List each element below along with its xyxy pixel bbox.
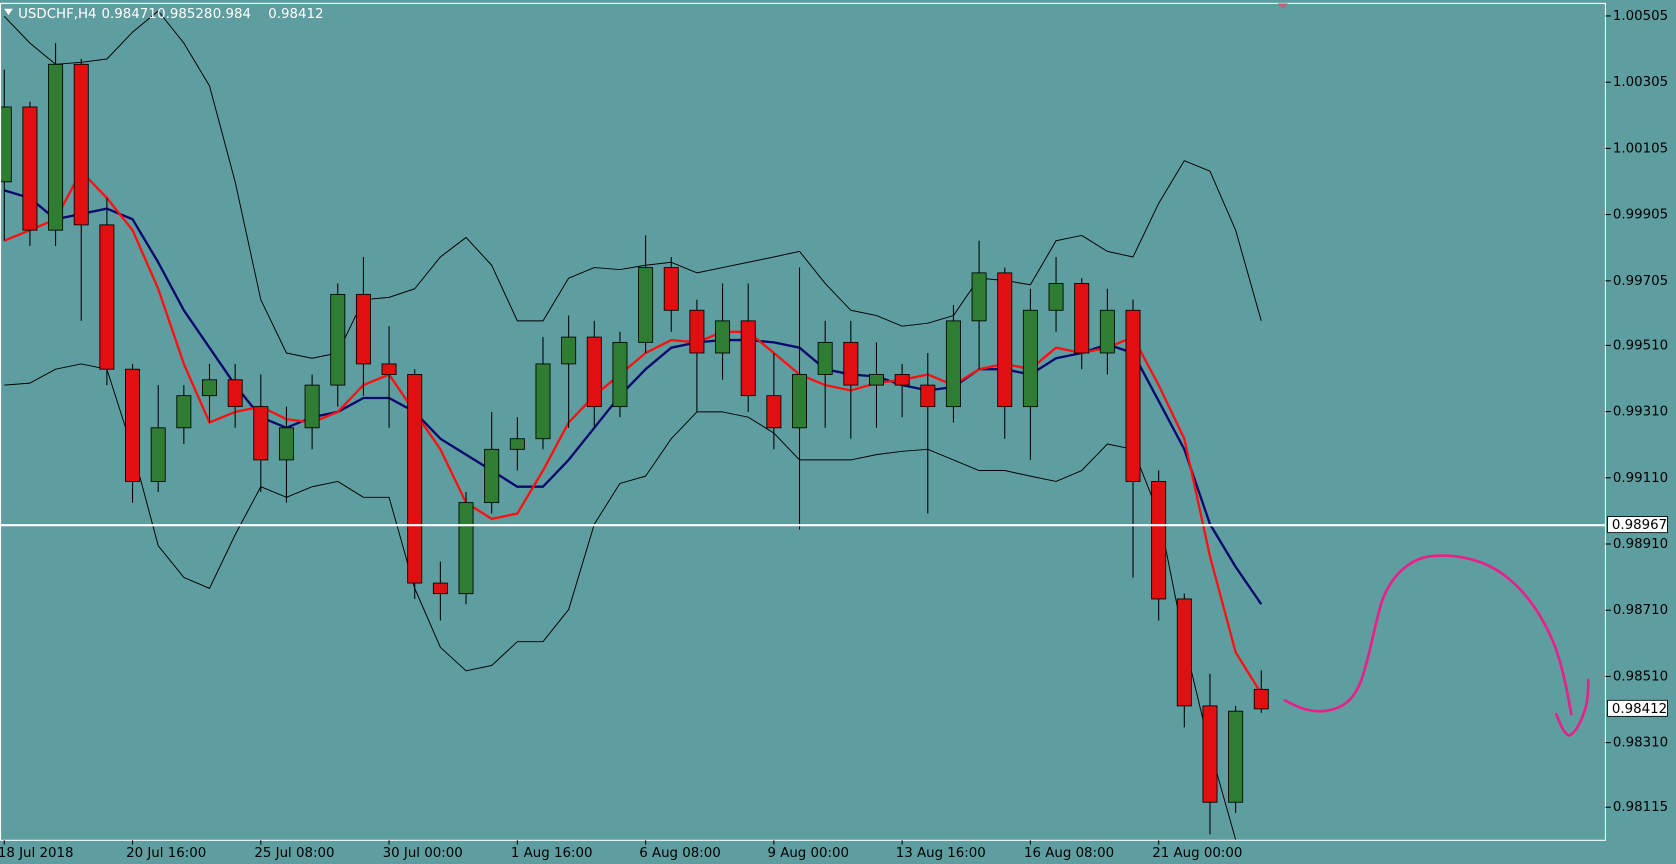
candle-body bbox=[99, 224, 115, 370]
y-tick-label: 1.00505 bbox=[1613, 9, 1668, 24]
candle-body bbox=[125, 368, 141, 482]
indicator-line bbox=[3, 170, 1263, 695]
x-tick-label: 25 Jul 08:00 bbox=[254, 846, 334, 861]
candle-body bbox=[561, 336, 577, 365]
candle-body bbox=[407, 374, 423, 584]
x-tick-label: 30 Jul 00:00 bbox=[383, 846, 463, 861]
plot-area bbox=[0, 10, 1269, 840]
current-price-label: 0.98412 bbox=[1612, 702, 1667, 717]
candle-body bbox=[176, 395, 192, 429]
y-tick-label: 0.98710 bbox=[1613, 603, 1668, 618]
indicator-line bbox=[4, 363, 1237, 840]
candle-body bbox=[484, 448, 500, 504]
candle-body bbox=[766, 395, 782, 429]
candle-body bbox=[715, 320, 731, 354]
menu-triangle[interactable] bbox=[4, 8, 13, 16]
y-tick-label: 0.98115 bbox=[1613, 800, 1668, 815]
freehand-drawing bbox=[1283, 554, 1590, 737]
current-price-box bbox=[1607, 699, 1668, 717]
x-tick-label: 9 Aug 00:00 bbox=[767, 846, 849, 861]
x-tick-label: 18 Jul 2018 bbox=[0, 846, 73, 861]
candle-body bbox=[894, 374, 910, 386]
x-tick-label: 1 Aug 16:00 bbox=[511, 846, 593, 861]
candle-body bbox=[971, 272, 987, 322]
y-tick-label: 0.98310 bbox=[1613, 736, 1668, 751]
candle-body bbox=[1022, 309, 1038, 408]
candle-body bbox=[253, 406, 269, 461]
candle-body bbox=[304, 384, 320, 429]
x-tick-label: 21 Aug 00:00 bbox=[1152, 846, 1242, 861]
y-tick-label: 0.99905 bbox=[1613, 208, 1668, 223]
candle-body bbox=[1253, 688, 1269, 710]
candle-body bbox=[1202, 705, 1218, 803]
candle-body bbox=[817, 341, 833, 375]
y-tick-label: 1.00305 bbox=[1613, 75, 1668, 90]
indicator-line bbox=[3, 10, 1262, 359]
candle-body bbox=[1176, 598, 1192, 707]
close-value: 0.98412 bbox=[268, 7, 323, 22]
candle-body bbox=[0, 106, 12, 183]
candle-body bbox=[1048, 283, 1064, 311]
candle-body bbox=[792, 374, 808, 429]
candle-body bbox=[381, 363, 397, 375]
price-label-box bbox=[1607, 516, 1668, 534]
candle-body bbox=[48, 63, 64, 231]
candle-body bbox=[1125, 309, 1141, 482]
candle-body bbox=[355, 293, 371, 365]
open-value: 0.98471 bbox=[102, 7, 157, 22]
y-tick-label: 0.99110 bbox=[1613, 471, 1668, 486]
candle-body bbox=[612, 341, 628, 408]
candle-body bbox=[509, 438, 525, 450]
low-value: 0.984 bbox=[213, 7, 251, 22]
candle-body bbox=[73, 63, 89, 226]
high-value: 0.98528 bbox=[157, 7, 212, 22]
marker bbox=[1277, 3, 1288, 9]
y-tick-label: 0.99310 bbox=[1613, 405, 1668, 420]
candle-body bbox=[1099, 309, 1115, 354]
candle-body bbox=[997, 272, 1013, 408]
symbol: USDCHF,H4 bbox=[18, 7, 96, 22]
candle-body bbox=[740, 320, 756, 397]
candle-body bbox=[868, 374, 884, 386]
candle-body bbox=[638, 267, 654, 343]
candle-body bbox=[432, 582, 448, 595]
y-tick-label: 1.00105 bbox=[1613, 141, 1668, 156]
candle-body bbox=[227, 379, 243, 408]
candle-body bbox=[535, 363, 551, 440]
candle-body bbox=[278, 427, 294, 461]
x-tick-label: 20 Jul 16:00 bbox=[126, 846, 206, 861]
x-tick-label: 6 Aug 08:00 bbox=[639, 846, 721, 861]
y-tick-label: 0.98510 bbox=[1613, 669, 1668, 684]
candle-body bbox=[920, 384, 936, 408]
candle-body bbox=[330, 293, 346, 386]
candle-body bbox=[202, 379, 217, 397]
y-tick-label: 0.99510 bbox=[1613, 338, 1668, 353]
price-label: 0.98967 bbox=[1612, 518, 1667, 533]
candle-body bbox=[458, 502, 474, 595]
candle-body bbox=[663, 267, 679, 311]
indicator-line bbox=[3, 189, 1263, 605]
candle-body bbox=[1228, 710, 1244, 803]
candle-body bbox=[843, 341, 859, 386]
candle-body bbox=[1151, 481, 1167, 600]
plot-border bbox=[0, 2, 1606, 841]
candle-body bbox=[1074, 283, 1090, 354]
candle-body bbox=[689, 309, 705, 354]
y-tick-label: 0.99705 bbox=[1613, 274, 1668, 289]
x-tick-label: 16 Aug 08:00 bbox=[1024, 846, 1114, 861]
candle-body bbox=[945, 320, 961, 408]
candle-body bbox=[586, 336, 602, 408]
candle-body bbox=[22, 106, 38, 231]
x-tick-label: 13 Aug 16:00 bbox=[896, 846, 986, 861]
candle-body bbox=[150, 427, 166, 482]
y-tick-label: 0.98910 bbox=[1613, 537, 1668, 552]
